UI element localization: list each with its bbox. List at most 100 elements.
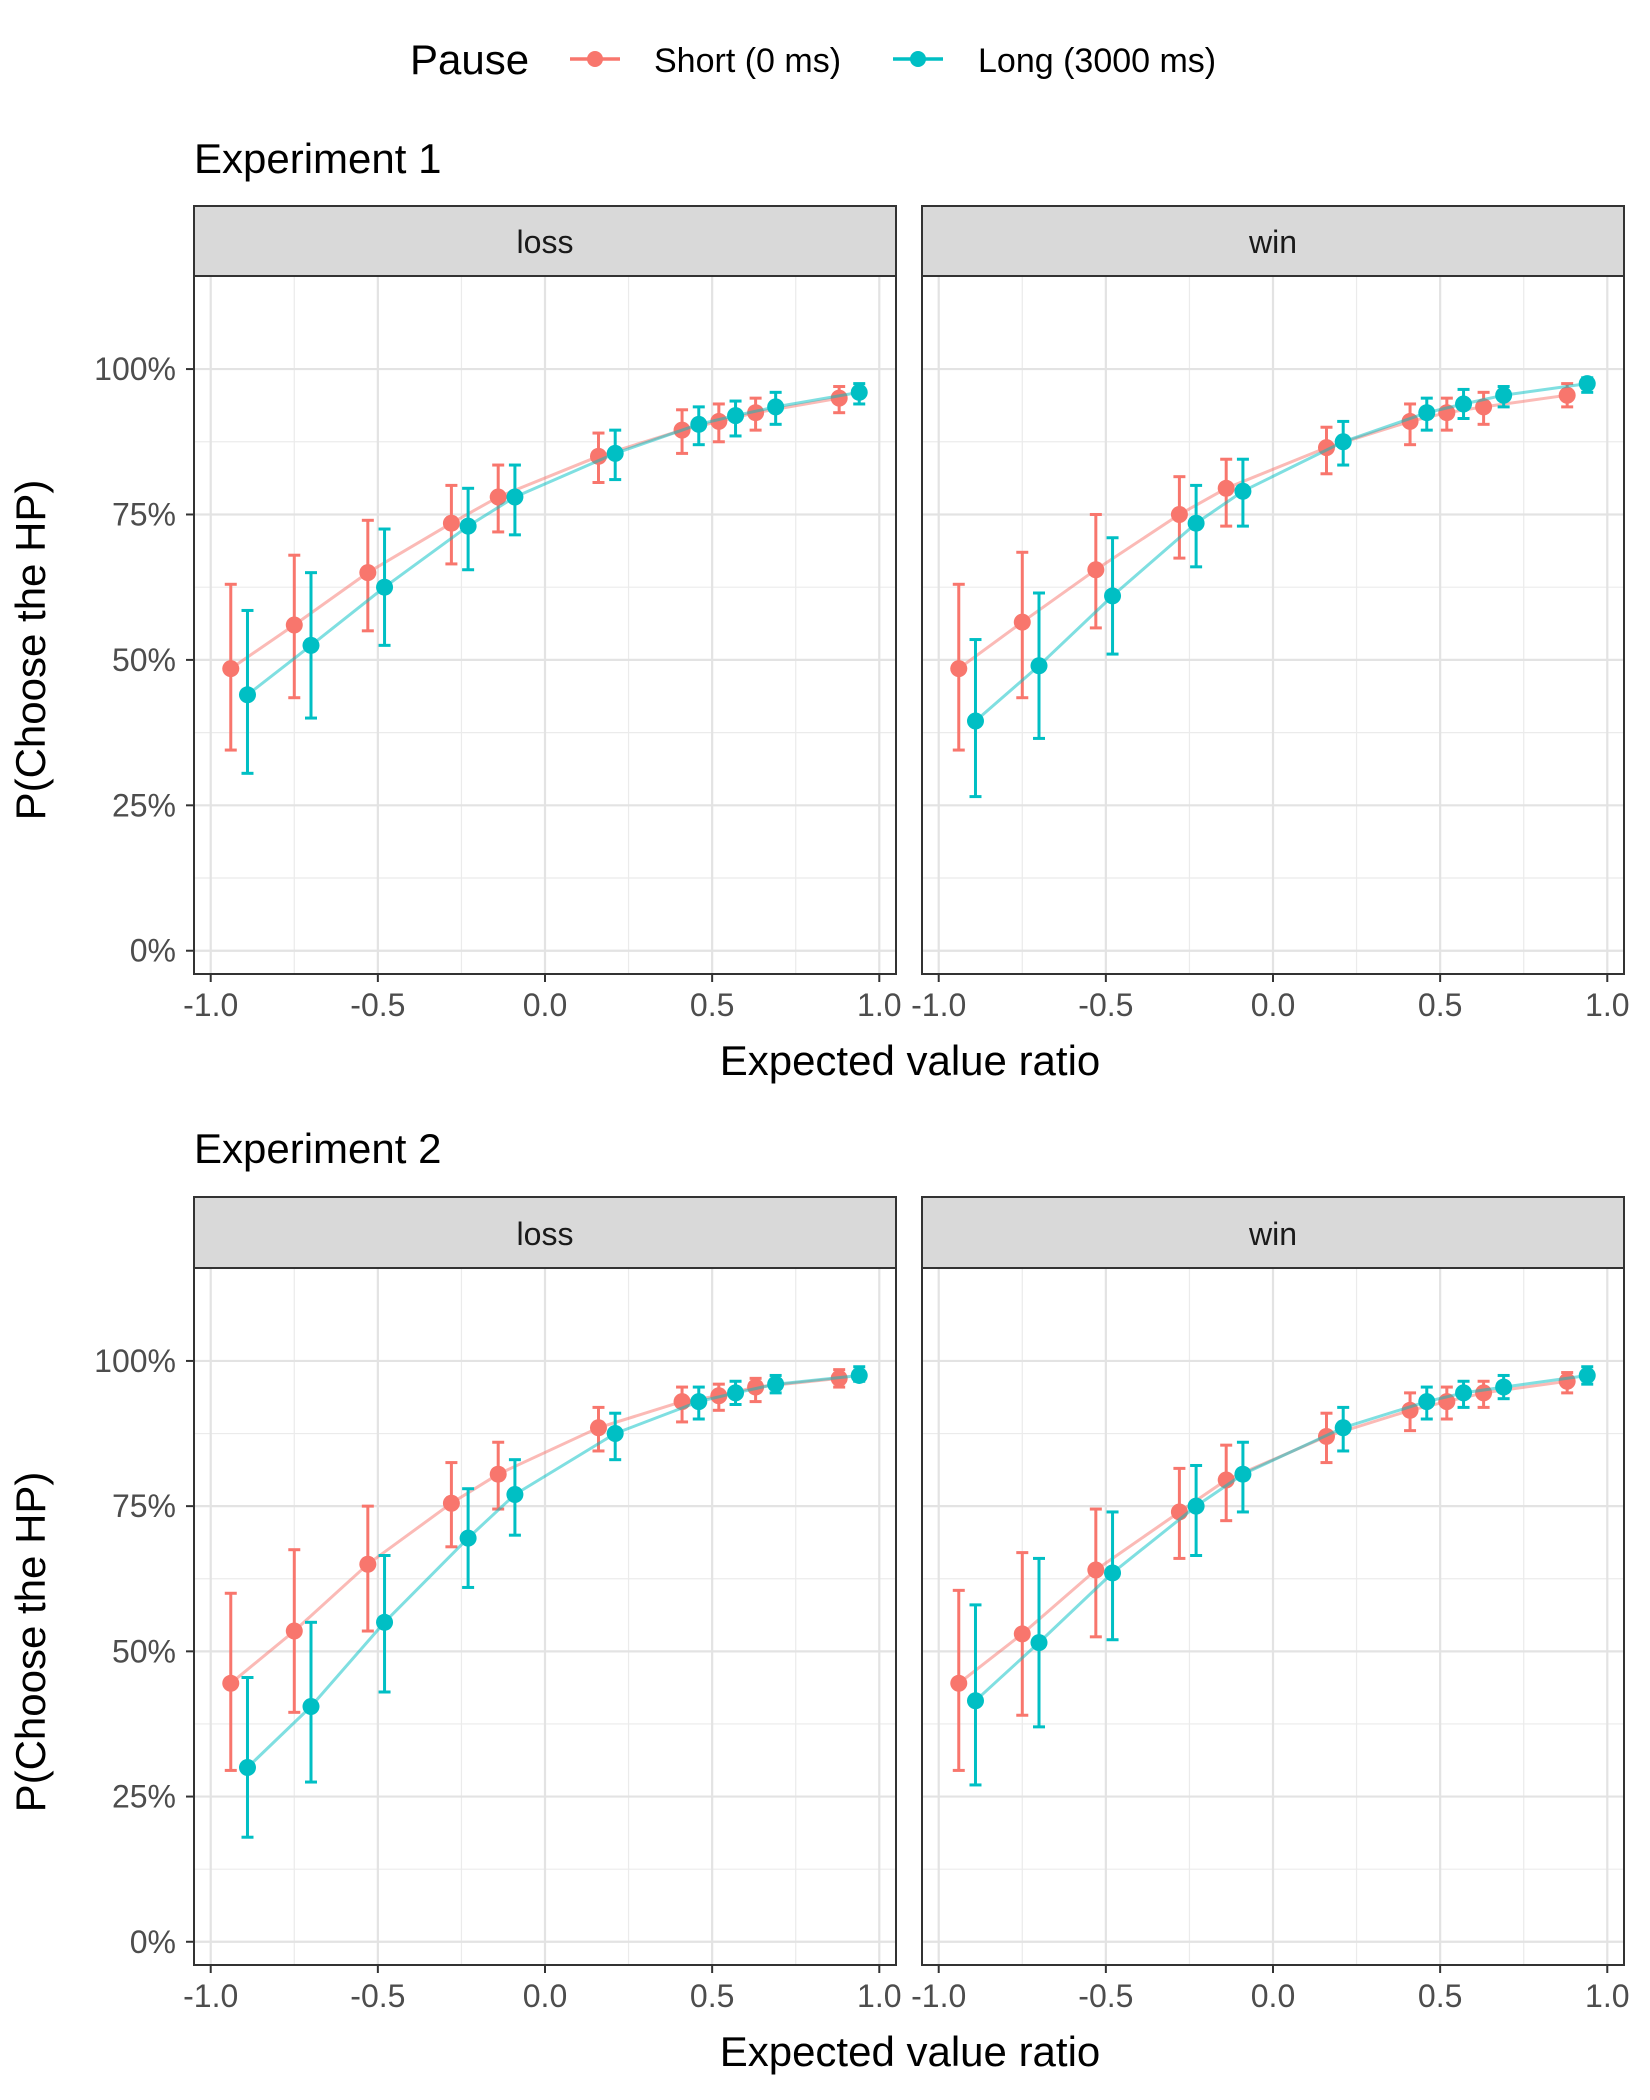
data-point	[506, 1486, 524, 1504]
data-point	[690, 415, 708, 433]
data-point	[222, 660, 240, 678]
x-tick-label: 0.0	[1251, 1978, 1295, 2014]
panel-win: win -1.0 -0.5 0.0 0.5 1.0	[911, 1196, 1630, 2014]
data-point	[376, 1613, 394, 1631]
strip-background	[921, 205, 1625, 277]
strip-label: win	[1248, 1216, 1297, 1252]
x-tick-label: 1.0	[857, 987, 901, 1023]
data-point	[359, 564, 377, 582]
strip-label: win	[1248, 224, 1297, 260]
data-point	[302, 636, 320, 654]
data-point	[589, 1419, 607, 1437]
chart-title: Experiment 2	[194, 1125, 441, 1172]
data-point	[1104, 1564, 1122, 1582]
data-point	[359, 1555, 377, 1573]
x-axis-title: Expected value ratio	[720, 1037, 1101, 1084]
data-point	[442, 514, 460, 532]
data-point	[1087, 1561, 1105, 1579]
data-point	[1170, 505, 1188, 523]
series-short	[222, 1368, 848, 1772]
data-point	[459, 517, 477, 535]
data-point	[222, 1674, 240, 1692]
y-axis-title: P(Choose the HP)	[7, 1472, 54, 1813]
data-point	[1558, 386, 1576, 404]
data-point	[1578, 375, 1596, 393]
error-bar	[241, 1675, 254, 1839]
data-point	[1030, 657, 1048, 675]
data-point	[1217, 479, 1235, 497]
data-point	[727, 407, 745, 425]
data-point	[850, 1366, 868, 1384]
data-point	[1187, 514, 1205, 532]
legend-title: Pause	[410, 36, 529, 83]
data-point	[1334, 433, 1352, 451]
data-point	[1455, 1384, 1473, 1402]
data-point	[1334, 1419, 1352, 1437]
x-tick-label: -0.5	[350, 1978, 405, 2014]
y-tick-label: 75%	[112, 1488, 176, 1524]
chart-title: Experiment 1	[194, 135, 441, 182]
series-long	[238, 382, 868, 775]
y-tick-label: 75%	[112, 496, 176, 532]
y-tick-label: 25%	[112, 787, 176, 823]
data-point	[1104, 587, 1122, 605]
data-point	[285, 616, 303, 634]
data-point	[690, 1393, 708, 1411]
panel-loss: loss -1.0 -0.5 0.0 0.5 1.0 0% 25% 50% 75% 100%	[94, 1196, 902, 2014]
data-point	[950, 1674, 968, 1692]
strip-background	[193, 205, 897, 277]
data-point	[606, 1425, 624, 1443]
legend-key-long-point	[910, 51, 926, 67]
x-tick-label: 1.0	[857, 1978, 901, 2014]
y-tick-label: 100%	[94, 351, 176, 387]
x-tick-label: 0.5	[690, 1978, 734, 2014]
data-point	[1475, 1384, 1493, 1402]
series-line	[974, 1374, 1588, 1702]
y-tick-label: 25%	[112, 1779, 176, 1815]
y-tick-label: 100%	[94, 1343, 176, 1379]
data-point	[459, 1529, 477, 1547]
panel-loss: loss -1.0 -0.5 0.0 0.5 1.0 0% 25% 50% 75% 100%	[94, 205, 902, 1023]
data-point	[506, 488, 524, 506]
x-tick-label: 1.0	[1585, 1978, 1629, 2014]
series-line	[974, 382, 1588, 723]
x-tick-label: 0.0	[523, 1978, 567, 2014]
x-tick-label: 1.0	[1585, 987, 1629, 1023]
x-tick-label: -1.0	[911, 987, 966, 1023]
x-tick-label: 0.5	[1418, 987, 1462, 1023]
data-point	[1495, 1378, 1513, 1396]
data-point	[1578, 1366, 1596, 1384]
x-tick-label: 0.0	[1251, 987, 1295, 1023]
data-point	[966, 1692, 984, 1710]
x-tick-label: -1.0	[183, 987, 238, 1023]
data-point	[1418, 1393, 1436, 1411]
series-line	[246, 390, 860, 696]
data-point	[489, 488, 507, 506]
gridlines	[922, 276, 1624, 974]
panel-win: win -1.0 -0.5 0.0 0.5 1.0	[911, 205, 1630, 1023]
x-tick-label: -0.5	[350, 987, 405, 1023]
data-point	[442, 1494, 460, 1512]
x-tick-label: -0.5	[1078, 987, 1133, 1023]
legend-key-short-point	[587, 51, 603, 67]
data-point	[1030, 1634, 1048, 1652]
y-tick-label: 0%	[130, 933, 176, 969]
experiment-1-chart: Experiment 1 P(Choose the HP) Expected v…	[7, 135, 1630, 1084]
data-point	[950, 660, 968, 678]
data-point	[1013, 1625, 1031, 1643]
data-point	[1234, 482, 1252, 500]
y-tick-label: 50%	[112, 1633, 176, 1669]
series-long	[966, 1365, 1596, 1787]
data-point	[285, 1622, 303, 1640]
data-point	[238, 686, 256, 704]
data-point	[1455, 395, 1473, 413]
data-point	[1187, 1497, 1205, 1515]
data-point	[1475, 398, 1493, 416]
x-tick-label: -1.0	[183, 1978, 238, 2014]
strip-label: loss	[517, 224, 574, 260]
experiment-2-chart: Experiment 2 P(Choose the HP) Expected v…	[7, 1125, 1630, 2075]
legend-label-long: Long (3000 ms)	[978, 42, 1216, 80]
legend: Pause Short (0 ms) Long (3000 ms)	[410, 36, 1216, 83]
y-tick-label: 0%	[130, 1924, 176, 1960]
x-axis-title: Expected value ratio	[720, 2028, 1101, 2075]
